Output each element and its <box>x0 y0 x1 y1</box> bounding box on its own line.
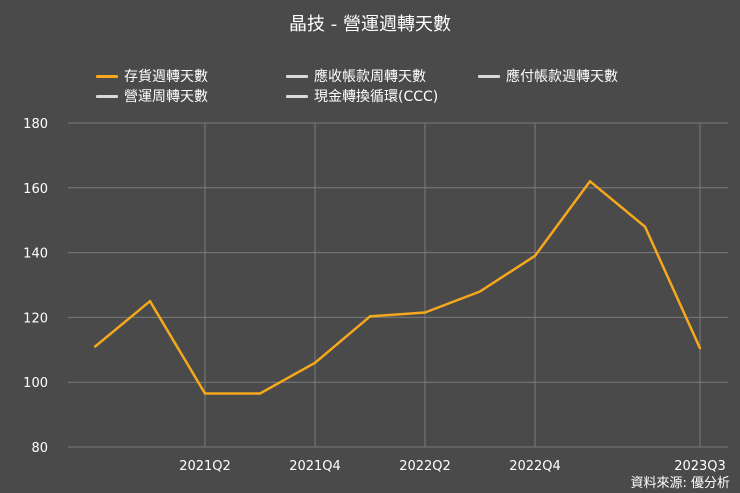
x-tick-label: 2023Q3 <box>674 459 726 474</box>
y-tick-label: 80 <box>31 441 48 456</box>
data-point <box>368 315 372 318</box>
data-point <box>423 311 427 314</box>
legend-swatch <box>96 94 118 98</box>
legend-item-payable[interactable]: 應付帳款週轉天數 <box>478 66 618 86</box>
y-tick-label: 180 <box>23 117 48 132</box>
series-line <box>94 180 702 395</box>
data-point <box>93 345 97 348</box>
legend-label: 應收帳款周轉天數 <box>314 69 426 85</box>
data-point <box>588 180 592 183</box>
data-point <box>698 346 702 350</box>
y-tick-label: 140 <box>23 247 48 262</box>
source-credit: 資料來源: 優分析 <box>630 476 730 491</box>
legend-swatch <box>96 74 118 78</box>
data-point <box>478 290 482 293</box>
legend-swatch <box>286 94 308 98</box>
data-point <box>258 392 262 395</box>
y-tick-label: 100 <box>23 376 48 391</box>
data-point <box>643 225 647 228</box>
legend-swatch <box>478 74 500 78</box>
y-tick-label: 160 <box>23 182 48 197</box>
chart-title: 晶技 - 營運週轉天數 <box>289 14 451 35</box>
legend-label: 營運周轉天數 <box>124 89 208 105</box>
x-tick-label: 2022Q4 <box>509 459 561 474</box>
y-tick-label: 120 <box>23 311 48 326</box>
legend-item-ccc[interactable]: 現金轉換循環(CCC) <box>286 86 438 106</box>
x-tick-label: 2021Q2 <box>179 459 231 474</box>
legend-label: 存貨週轉天數 <box>124 69 208 85</box>
legend-item-operating[interactable]: 營運周轉天數 <box>96 86 208 106</box>
data-point <box>203 392 207 395</box>
legend-swatch <box>286 74 308 78</box>
legend: 存貨週轉天數 應收帳款周轉天數 應付帳款週轉天數 營運周轉天數 現金轉換循環(C… <box>0 0 740 110</box>
data-point <box>148 300 152 303</box>
legend-item-inventory[interactable]: 存貨週轉天數 <box>96 66 208 86</box>
x-tick-label: 2021Q4 <box>289 459 341 474</box>
legend-item-receivable[interactable]: 應收帳款周轉天數 <box>286 66 426 86</box>
legend-label: 現金轉換循環(CCC) <box>314 89 439 105</box>
x-tick-label: 2022Q2 <box>399 459 451 474</box>
legend-label: 應付帳款週轉天數 <box>506 69 618 85</box>
data-point <box>533 254 537 258</box>
data-point <box>313 361 317 364</box>
